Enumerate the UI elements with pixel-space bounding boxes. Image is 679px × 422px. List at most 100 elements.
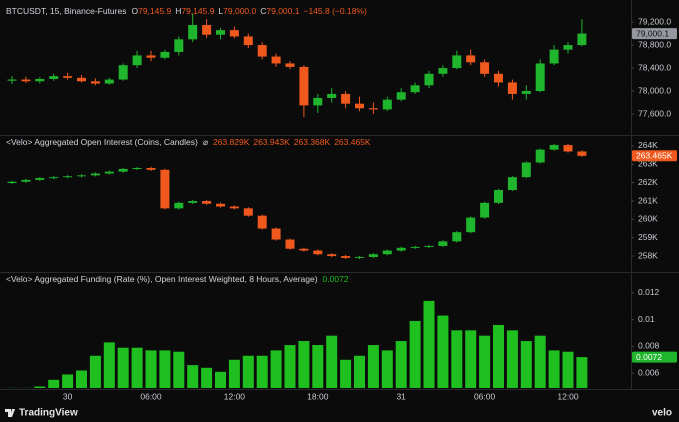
bar <box>395 341 407 388</box>
bar <box>548 350 560 388</box>
candle-body <box>480 202 490 218</box>
candle-body <box>535 63 545 92</box>
legend-symbol: ⌀ <box>203 137 209 147</box>
y-tick-label: 78,800.0 <box>638 39 671 49</box>
legend-value: 0.0072 <box>323 274 349 284</box>
candle-body <box>424 245 434 247</box>
y-tick-label: 79,200.0 <box>638 16 671 26</box>
bar <box>34 386 46 388</box>
candle-body <box>410 85 420 93</box>
bar <box>326 335 338 388</box>
bar <box>103 342 115 388</box>
legend-label: L <box>218 6 223 16</box>
candle-body <box>410 246 420 248</box>
bar <box>493 324 504 388</box>
candle-body <box>118 65 128 80</box>
candle-body <box>424 73 434 86</box>
candle-body <box>35 78 45 82</box>
candle-body <box>313 250 323 255</box>
candle-body <box>104 79 114 84</box>
bar <box>506 330 518 388</box>
candle-body <box>382 250 392 255</box>
legend-title: <Velo> Aggregated Open Interest (Coins, … <box>6 137 198 147</box>
legend: <Velo> Aggregated Funding (Rate (%), Ope… <box>6 274 349 284</box>
candle-body <box>341 256 351 258</box>
candle-body <box>466 55 476 63</box>
candle-body <box>577 151 587 156</box>
y-tick-label: 0.008 <box>638 341 660 351</box>
bar <box>256 355 268 388</box>
bar <box>173 351 185 388</box>
candle-body <box>257 215 267 229</box>
candle-body <box>563 45 573 50</box>
x-tick-label: 06:00 <box>474 391 496 401</box>
legend-value: 79,145.9 <box>138 6 171 16</box>
candle-body <box>243 36 253 46</box>
legend: <Velo> Aggregated Open Interest (Coins, … <box>6 137 371 147</box>
candle-body <box>327 254 337 257</box>
x-tick-label: 18:00 <box>307 391 329 401</box>
y-tick-label: 0.012 <box>638 287 660 297</box>
legend-title: BTCUSDT, 15, Binance-Futures <box>6 6 126 16</box>
candle-body <box>146 167 156 170</box>
candle-body <box>202 201 212 204</box>
last-value-label: 263.465K <box>636 151 673 161</box>
y-tick-label: 264K <box>638 140 658 150</box>
bar <box>409 320 421 388</box>
x-tick-label: 30 <box>63 391 73 401</box>
candle-body <box>7 79 17 81</box>
candle-body <box>355 256 364 258</box>
bar <box>228 359 240 388</box>
candle-body <box>63 76 73 78</box>
y-tick-label: 77,600.0 <box>638 108 671 118</box>
legend-label: H <box>175 6 181 16</box>
candle-body <box>188 201 198 203</box>
candle-body <box>49 76 59 79</box>
candle-body <box>452 232 462 242</box>
candle-body <box>271 56 281 64</box>
candle-body <box>160 169 170 209</box>
y-tick-label: 259K <box>638 232 658 242</box>
candle-body <box>396 247 406 251</box>
legend-value: 79,000.1 <box>266 6 299 16</box>
legend-value: 263.943K <box>253 137 290 147</box>
legend-value: 79,145.9 <box>181 6 214 16</box>
candle-body <box>174 202 184 209</box>
candle-body <box>49 177 59 179</box>
candle-body <box>452 55 462 69</box>
bar <box>423 300 435 388</box>
candle-body <box>216 203 225 207</box>
legend-value: 263.368K <box>294 137 331 147</box>
candle-body <box>355 103 364 109</box>
candle-body <box>549 49 559 64</box>
candle-body <box>368 108 378 110</box>
bar <box>117 347 129 388</box>
bar <box>284 345 296 388</box>
bar <box>534 335 546 388</box>
legend-title: <Velo> Aggregated Funding (Rate (%), Ope… <box>6 274 318 284</box>
candle-body <box>174 39 184 52</box>
candle-body <box>229 206 239 209</box>
bar <box>89 355 101 388</box>
tradingview-logo <box>5 409 15 417</box>
bar <box>381 350 393 388</box>
candle-body <box>480 62 490 74</box>
candle-body <box>563 145 573 152</box>
candle-body <box>132 167 142 169</box>
last-value-tag <box>632 28 677 40</box>
x-tick-label: 12:00 <box>224 391 246 401</box>
candle-body <box>118 168 128 172</box>
legend-value: 79,000.0 <box>223 6 256 16</box>
bar <box>479 335 491 388</box>
candle-body <box>146 55 156 58</box>
bar <box>437 315 449 388</box>
candle-body <box>521 91 531 94</box>
y-tick-label: 262K <box>638 177 658 187</box>
bar <box>242 355 254 388</box>
bar <box>298 341 310 388</box>
legend-label: O <box>131 6 138 16</box>
candle-body <box>160 51 170 58</box>
candle-body <box>257 45 267 57</box>
